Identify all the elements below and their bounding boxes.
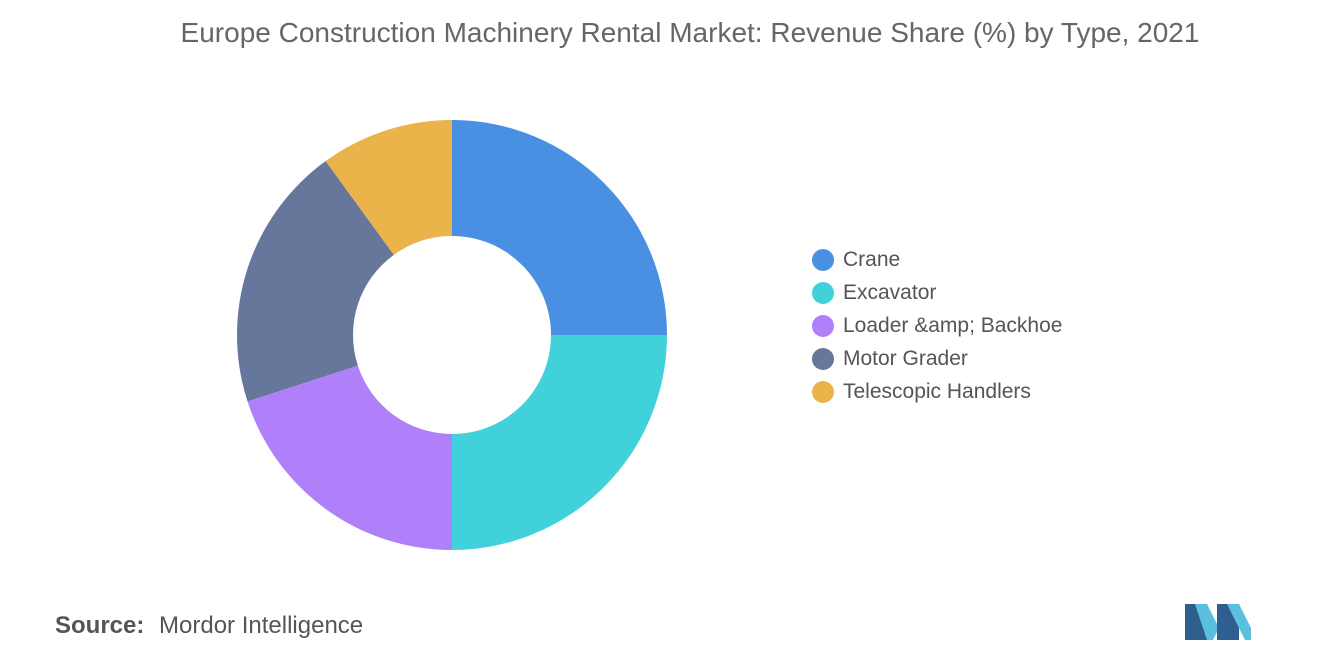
chart-title: Europe Construction Machinery Rental Mar… <box>180 17 1200 48</box>
legend-swatch-motor-grader <box>812 347 834 370</box>
legend-swatch-loader-backhoe <box>812 314 834 337</box>
source-line: Source: Mordor Intelligence <box>55 612 363 640</box>
legend-item-excavator: Excavator <box>812 276 1062 309</box>
legend-swatch-crane <box>812 248 834 271</box>
legend-item-loader-backhoe: Loader &amp; Backhoe <box>812 309 1062 342</box>
chart-legend: Crane Excavator Loader &amp; Backhoe Mot… <box>812 243 1062 408</box>
legend-label-excavator: Excavator <box>843 280 937 304</box>
mordor-intelligence-logo-icon <box>1185 604 1251 640</box>
legend-swatch-telescopic-handlers <box>812 380 834 403</box>
legend-label-motor-grader: Motor Grader <box>843 346 968 370</box>
donut-slices <box>237 120 667 550</box>
source-label: Source: <box>55 612 145 639</box>
legend-item-crane: Crane <box>812 243 1062 276</box>
donut-slice-loader-amp-backhoe <box>247 365 452 550</box>
source-value: Mordor Intelligence <box>159 612 364 639</box>
legend-swatch-excavator <box>812 281 834 304</box>
donut-slice-excavator <box>452 335 667 550</box>
legend-label-crane: Crane <box>843 247 901 271</box>
legend-item-telescopic-handlers: Telescopic Handlers <box>812 375 1062 408</box>
donut-slice-crane <box>452 120 667 335</box>
legend-item-motor-grader: Motor Grader <box>812 342 1062 375</box>
legend-label-telescopic-handlers: Telescopic Handlers <box>843 379 1031 403</box>
donut-slice-motor-grader <box>237 161 394 402</box>
legend-label-loader-backhoe: Loader &amp; Backhoe <box>843 313 1063 337</box>
donut-slice-telescopic-handlers <box>325 120 452 255</box>
